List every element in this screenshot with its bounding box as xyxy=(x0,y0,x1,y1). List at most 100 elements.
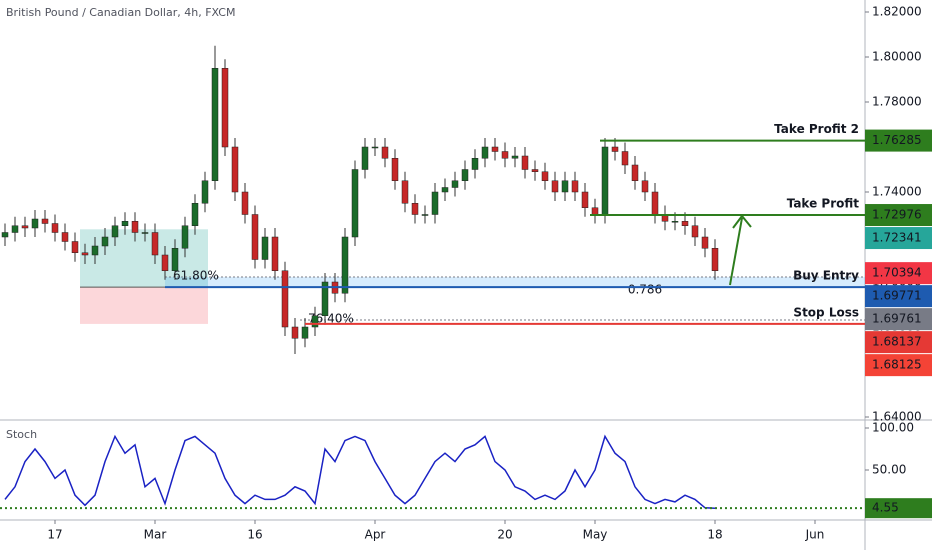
stoch-last-box xyxy=(865,498,932,519)
candle-body xyxy=(41,218,49,224)
candle-body xyxy=(631,164,639,181)
candle-body xyxy=(1,232,9,238)
candle-body xyxy=(521,155,529,170)
y-tick-label: 1.80000 xyxy=(872,50,922,64)
candle-body xyxy=(91,245,99,256)
price-label: 1.69761 xyxy=(872,312,922,326)
level-label: Take Profit 2 xyxy=(774,122,859,136)
candle-body xyxy=(671,221,679,223)
candle-body xyxy=(651,191,659,215)
x-tick-label: Mar xyxy=(144,528,167,542)
candle-body xyxy=(271,236,279,271)
candle-body xyxy=(381,146,389,159)
candle-body xyxy=(611,146,619,152)
candle-body xyxy=(61,232,69,242)
price-label: 1.68125 xyxy=(872,358,922,372)
candle-body xyxy=(401,180,409,204)
candle-body xyxy=(81,252,89,256)
candle-body xyxy=(311,315,319,328)
price-label-box xyxy=(865,354,932,377)
candle-body xyxy=(51,223,59,233)
x-tick-label: Jun xyxy=(805,528,825,542)
stoch-label: Stoch xyxy=(6,428,37,441)
candle-body xyxy=(211,68,219,181)
candle-body xyxy=(161,254,169,271)
candle-body xyxy=(151,232,159,256)
candle-body xyxy=(111,225,119,238)
candle-body xyxy=(351,169,359,238)
price-label-box xyxy=(865,227,932,250)
price-label: 1.76285 xyxy=(872,133,922,147)
candle-body xyxy=(711,248,719,271)
candle-body xyxy=(141,232,149,234)
x-tick-label: 20 xyxy=(497,528,512,542)
y-tick-label: 1.78000 xyxy=(872,95,922,109)
candle-body xyxy=(561,180,569,193)
price-label: 1.72341 xyxy=(872,231,922,245)
candle-body xyxy=(471,158,479,170)
y-tick-label: 1.74000 xyxy=(872,185,922,199)
candle-body xyxy=(391,158,399,181)
price-label-box xyxy=(865,285,932,308)
candle-body xyxy=(541,171,549,181)
candle-body xyxy=(341,236,349,294)
price-label-box xyxy=(865,331,932,354)
level-label: Stop Loss xyxy=(793,305,859,319)
fib-label: 61.80% xyxy=(173,269,219,283)
candle-body xyxy=(491,146,499,152)
candle-body xyxy=(221,68,229,148)
candle-body xyxy=(101,236,109,247)
stoch-tick-label: 50.00 xyxy=(872,463,906,477)
candle-body xyxy=(701,236,709,249)
candle-body xyxy=(361,146,369,170)
candle-body xyxy=(71,241,79,253)
candle-body xyxy=(121,221,129,226)
candle-body xyxy=(681,221,689,226)
candle-body xyxy=(21,225,29,229)
candle-body xyxy=(291,326,299,339)
x-tick-label: 16 xyxy=(247,528,262,542)
candle-body xyxy=(241,191,249,215)
chart-title: British Pound / Canadian Dollar, 4h, FXC… xyxy=(6,6,235,19)
candle-body xyxy=(431,191,439,215)
price-label-box xyxy=(865,308,932,331)
candle-body xyxy=(261,236,269,260)
candle-body xyxy=(231,146,239,193)
price-label: 1.72976 xyxy=(872,208,922,222)
target-arrow xyxy=(729,214,752,286)
candle-body xyxy=(481,146,489,159)
candle-body xyxy=(131,221,139,233)
candle-body xyxy=(201,180,209,204)
level-label: Take Profit xyxy=(787,197,860,211)
candle-body xyxy=(451,180,459,188)
x-tick-label: Apr xyxy=(365,528,386,542)
candle-body xyxy=(11,225,19,233)
fib-annotation: 0.786 xyxy=(628,283,662,297)
candle-body xyxy=(571,180,579,193)
position-loss xyxy=(80,287,208,324)
candle-body xyxy=(251,214,259,260)
stoch-last-label: 4.55 xyxy=(872,501,899,515)
candle-body xyxy=(301,326,309,339)
candle-body xyxy=(691,225,699,238)
candle-body xyxy=(551,180,559,193)
candle-body xyxy=(641,180,649,193)
candle-body xyxy=(531,169,539,172)
y-tick-label: 1.64000 xyxy=(872,410,922,424)
candle-body xyxy=(191,203,199,226)
x-tick-label: 18 xyxy=(707,528,722,542)
level-label: Buy Entry xyxy=(793,269,859,283)
x-tick-label: 17 xyxy=(47,528,62,542)
stoch-tick-label: 100.00 xyxy=(872,421,914,435)
price-label-box xyxy=(865,262,932,285)
candle-body xyxy=(31,218,39,229)
candle-body xyxy=(601,146,609,215)
candle-body xyxy=(621,151,629,166)
candle-body xyxy=(501,151,509,159)
candle-body xyxy=(181,225,189,249)
candle-body xyxy=(511,155,519,159)
candle-body xyxy=(581,191,589,208)
price-label: 1.69771 xyxy=(872,289,922,303)
candle-body xyxy=(171,248,179,271)
